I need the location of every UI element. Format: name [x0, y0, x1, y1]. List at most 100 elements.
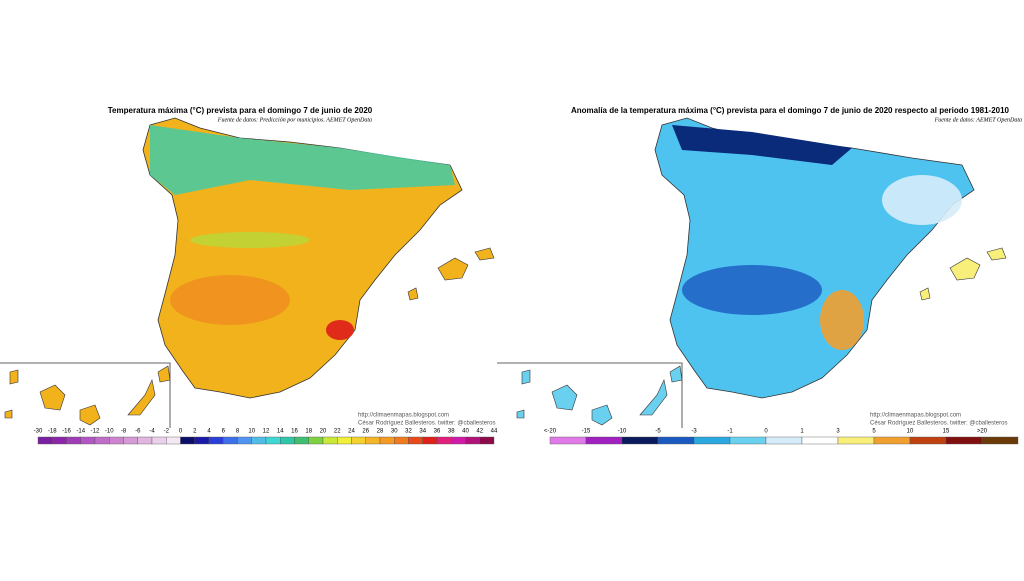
credit-url: http://climaenmapas.blogspot.com — [358, 413, 449, 419]
legend-label: 22 — [334, 429, 341, 435]
legend-label: 28 — [377, 429, 384, 435]
legend-label: 42 — [476, 429, 483, 435]
legend-swatch — [479, 436, 495, 445]
legend-label: 5 — [872, 429, 876, 435]
legend-swatch — [422, 436, 438, 445]
legend-label: -1 — [727, 429, 733, 435]
area — [882, 175, 962, 225]
legend-label: -12 — [91, 429, 100, 435]
legend-swatch — [945, 436, 983, 445]
legend-swatch — [137, 436, 153, 445]
legend-label: 3 — [836, 429, 840, 435]
legend-swatch — [765, 436, 803, 445]
area — [170, 275, 290, 325]
legend-label: 26 — [362, 429, 369, 435]
legend-swatch — [436, 436, 452, 445]
legend-label: 12 — [263, 429, 270, 435]
area — [190, 232, 310, 248]
balearics — [919, 247, 1007, 301]
legend-swatch — [837, 436, 875, 445]
legend-swatch — [52, 436, 67, 445]
legend-label: 32 — [405, 429, 412, 435]
legend-swatch — [549, 436, 587, 445]
legend-label: 36 — [434, 429, 441, 435]
legend-swatch — [151, 436, 167, 445]
legend-swatch — [94, 436, 110, 445]
legend-label: -10 — [618, 429, 627, 435]
legend-label: 40 — [462, 429, 469, 435]
canaries — [4, 365, 171, 426]
legend-label: 10 — [907, 429, 914, 435]
legend-swatch — [123, 436, 138, 445]
legend-label: 16 — [291, 429, 298, 435]
legend-swatch — [322, 436, 338, 445]
legend-label: -5 — [655, 429, 661, 435]
legends: -30 -18 -16 -14 -12 -10 -8 -6 -4 -2 0 2 4 6 8 10 12 14 16 1… — [34, 429, 1019, 445]
legend-label: -6 — [135, 429, 141, 435]
legend-label: -2 — [164, 429, 170, 435]
legend-label: 18 — [305, 429, 312, 435]
legend-swatch — [657, 436, 695, 445]
legend-swatch — [223, 436, 238, 445]
source: Fuente de datos: Predicción por municipi… — [217, 117, 372, 123]
legend-swatch — [465, 436, 480, 445]
legend-label: 6 — [222, 429, 226, 435]
legend-swatch — [394, 436, 409, 445]
legend-label: -18 — [48, 429, 57, 435]
legend-label: -14 — [76, 429, 85, 435]
legend-swatch — [109, 436, 124, 445]
north-band — [150, 125, 455, 195]
credit-url: http://climaenmapas.blogspot.com — [870, 413, 961, 419]
legend-label: >20 — [977, 429, 988, 435]
legend-swatch — [873, 436, 911, 445]
legend-label: 0 — [179, 429, 183, 435]
legend-label: 14 — [277, 429, 284, 435]
legend-swatch — [194, 436, 210, 445]
legend-label: <-20 — [544, 429, 557, 435]
legend-swatch — [80, 436, 96, 445]
legend-swatch — [693, 436, 731, 445]
legend-label: -8 — [121, 429, 127, 435]
legend-label: -16 — [62, 429, 71, 435]
legend-swatch — [294, 436, 309, 445]
legend-label: -3 — [691, 429, 697, 435]
legend-swatch — [379, 436, 395, 445]
right-map — [497, 117, 1007, 428]
legend-label: -15 — [582, 429, 591, 435]
legend-label: -30 — [34, 429, 43, 435]
legend-swatch — [621, 436, 659, 445]
legend-swatch — [801, 436, 839, 445]
legend-label: 4 — [207, 429, 211, 435]
credit-author: César Rodríguez Ballesteros. twitter: @c… — [358, 421, 495, 427]
legend-label: -10 — [105, 429, 114, 435]
inset-frame — [0, 362, 171, 428]
legend-label: 0 — [764, 429, 768, 435]
area — [672, 125, 852, 165]
title: Anomalía de la temperatura máxima (°C) p… — [571, 106, 1010, 115]
legend-swatch — [365, 436, 381, 445]
legend-swatch — [280, 436, 295, 445]
legend-swatch — [585, 436, 623, 445]
legend-label: 2 — [193, 429, 197, 435]
legend-label: 34 — [419, 429, 426, 435]
legend-swatch — [981, 436, 1019, 445]
legend-swatch — [208, 436, 224, 445]
legend-swatch — [66, 436, 81, 445]
area — [682, 265, 822, 315]
credit-author: César Rodríguez Ballesteros. twitter: @c… — [870, 421, 1007, 427]
legend-label: 10 — [248, 429, 255, 435]
source: Fuente de datos: AEMET OpenData — [934, 117, 1022, 123]
legend-swatch — [337, 436, 352, 445]
legend-label: 44 — [491, 429, 498, 435]
legend-swatch — [251, 436, 267, 445]
balearics — [407, 247, 495, 301]
legend-swatch — [729, 436, 767, 445]
legend-label: 30 — [391, 429, 398, 435]
legend-swatch — [166, 436, 181, 445]
legend-swatch — [180, 436, 195, 445]
legend-label: 15 — [943, 429, 950, 435]
title: Temperatura máxima (°C) prevista para el… — [108, 106, 373, 115]
legend-label: -4 — [149, 429, 155, 435]
legend-swatch — [351, 436, 366, 445]
